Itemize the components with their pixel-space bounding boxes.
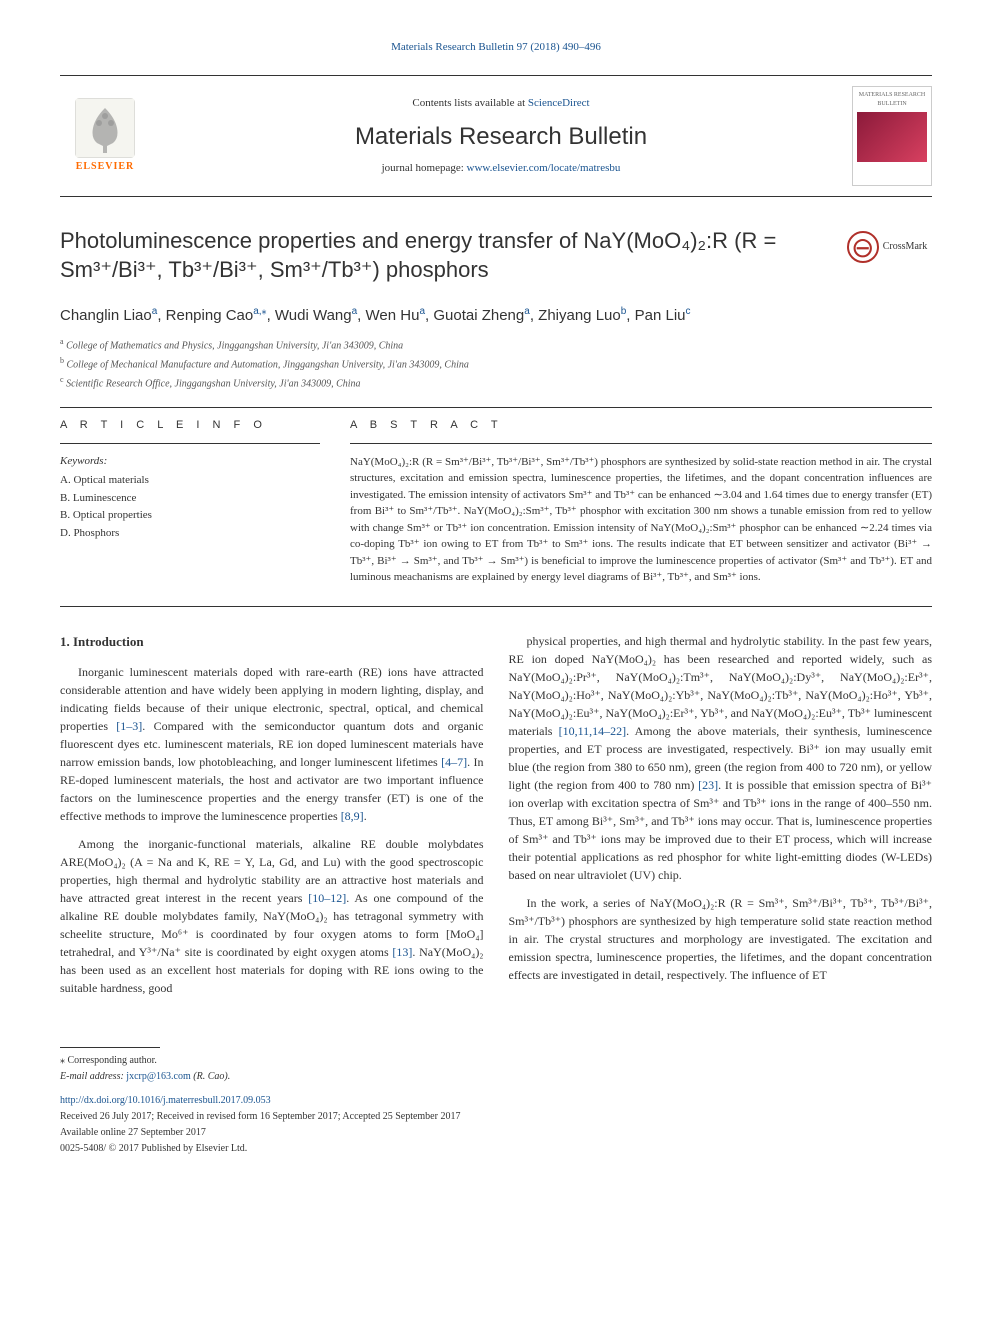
body-paragraph: Among the inorganic-functional materials… — [60, 835, 484, 997]
left-column: 1. Introduction Inorganic luminescent ma… — [60, 632, 484, 1008]
author: Changlin Liaoa — [60, 307, 157, 324]
available-info: Available online 27 September 2017 — [60, 1126, 932, 1140]
author: Renping Caoa,⁎ — [166, 307, 267, 324]
author: Wen Hua — [366, 307, 425, 324]
crossmark-text: CrossMark — [883, 240, 927, 254]
ref-link[interactable]: [13] — [392, 945, 412, 959]
footer-divider — [60, 1047, 160, 1048]
abstract-text: NaY(MoO₄)₂:R (R = Sm³⁺/Bi³⁺, Tb³⁺/Bi³⁺, … — [350, 454, 932, 586]
journal-homepage: journal homepage: www.elsevier.com/locat… — [150, 161, 852, 176]
email-link[interactable]: jxcrp@163.com — [126, 1071, 190, 1082]
header-center: Contents lists available at ScienceDirec… — [150, 96, 852, 176]
body-paragraph: In the work, a series of NaY(MoO₄)₂:R (R… — [509, 894, 933, 984]
body-paragraph: physical properties, and high thermal an… — [509, 632, 933, 884]
doi-link[interactable]: http://dx.doi.org/10.1016/j.materresbull… — [60, 1095, 271, 1106]
ref-link[interactable]: [10–12] — [308, 891, 346, 905]
divider — [60, 407, 932, 408]
homepage-link[interactable]: www.elsevier.com/locate/matresbu — [467, 162, 621, 174]
abstract-header: A B S T R A C T — [350, 418, 932, 433]
info-abstract-row: A R T I C L E I N F O Keywords: A. Optic… — [60, 418, 932, 586]
journal-header: ELSEVIER Contents lists available at Sci… — [60, 75, 932, 197]
author: Zhiyang Luob — [538, 307, 626, 324]
crossmark-icon — [847, 231, 879, 263]
journal-cover[interactable]: MATERIALS RESEARCH BULLETIN — [852, 86, 932, 186]
elsevier-label: ELSEVIER — [76, 160, 135, 174]
keyword-item: D. Phosphors — [60, 526, 320, 541]
affiliation: b College of Mechanical Manufacture and … — [60, 355, 932, 372]
contents-available: Contents lists available at ScienceDirec… — [150, 96, 852, 111]
top-citation-link[interactable]: Materials Research Bulletin 97 (2018) 49… — [391, 41, 601, 53]
title-row: Photoluminescence properties and energy … — [60, 227, 932, 284]
section-heading: 1. Introduction — [60, 632, 484, 652]
article-info: A R T I C L E I N F O Keywords: A. Optic… — [60, 418, 320, 586]
received-info: Received 26 July 2017; Received in revis… — [60, 1110, 932, 1124]
affiliation: a College of Mathematics and Physics, Ji… — [60, 336, 932, 353]
ref-link[interactable]: [10,11,14–22] — [559, 724, 627, 738]
elsevier-tree-icon — [75, 98, 135, 158]
authors-list: Changlin Liaoa, Renping Caoa,⁎, Wudi Wan… — [60, 305, 932, 326]
cover-title: MATERIALS RESEARCH BULLETIN — [857, 91, 927, 108]
article-info-header: A R T I C L E I N F O — [60, 418, 320, 433]
divider — [350, 443, 932, 444]
cover-image — [857, 112, 927, 162]
footer: ⁎ Corresponding author. E-mail address: … — [60, 1047, 932, 1156]
ref-link[interactable]: [8,9] — [341, 809, 364, 823]
sciencedirect-link[interactable]: ScienceDirect — [528, 97, 590, 109]
author: Guotai Zhenga — [433, 307, 529, 324]
author: Pan Liuc — [635, 307, 691, 324]
email-line: E-mail address: jxcrp@163.com (R. Cao). — [60, 1070, 932, 1084]
ref-link[interactable]: [1–3] — [116, 719, 142, 733]
journal-name: Materials Research Bulletin — [150, 120, 852, 154]
crossmark-badge[interactable]: CrossMark — [842, 227, 932, 267]
affiliations: a College of Mathematics and Physics, Ji… — [60, 336, 932, 392]
abstract-section: A B S T R A C T NaY(MoO₄)₂:R (R = Sm³⁺/B… — [350, 418, 932, 586]
author: Wudi Wanga — [275, 307, 357, 324]
elsevier-logo[interactable]: ELSEVIER — [60, 86, 150, 186]
copyright-info: 0025-5408/ © 2017 Published by Elsevier … — [60, 1142, 932, 1156]
right-column: physical properties, and high thermal an… — [509, 632, 933, 1008]
divider — [60, 606, 932, 607]
ref-link[interactable]: [4–7] — [441, 755, 467, 769]
body-columns: 1. Introduction Inorganic luminescent ma… — [60, 632, 932, 1008]
divider — [60, 443, 320, 444]
keywords-label: Keywords: — [60, 454, 320, 469]
corresponding-author: ⁎ Corresponding author. — [60, 1054, 932, 1068]
keyword-item: B. Luminescence — [60, 491, 320, 506]
affiliation: c Scientific Research Office, Jinggangsh… — [60, 374, 932, 391]
keyword-item: A. Optical materials — [60, 473, 320, 488]
keyword-item: B. Optical properties — [60, 508, 320, 523]
article-title: Photoluminescence properties and energy … — [60, 227, 822, 284]
ref-link[interactable]: [23] — [698, 778, 718, 792]
top-citation: Materials Research Bulletin 97 (2018) 49… — [60, 40, 932, 55]
body-paragraph: Inorganic luminescent materials doped wi… — [60, 663, 484, 825]
